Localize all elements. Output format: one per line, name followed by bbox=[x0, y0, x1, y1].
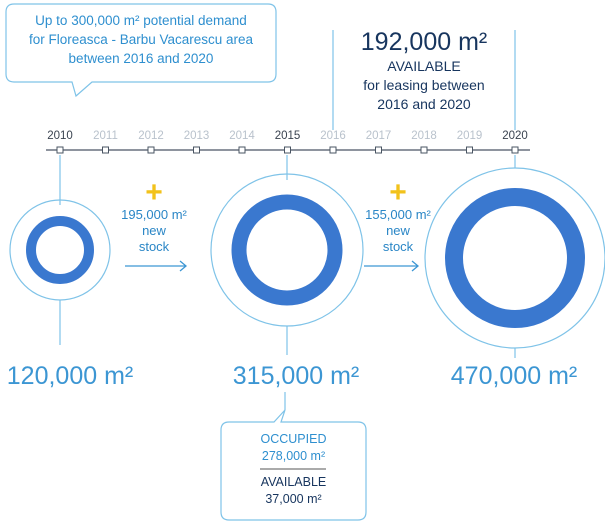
step-2-stock: stock bbox=[382, 239, 414, 254]
occupied-label: OCCUPIED bbox=[260, 432, 327, 446]
timeline-tick-2015 bbox=[284, 146, 291, 154]
year-label-2020: 2020 bbox=[502, 130, 528, 142]
arrow-1 bbox=[125, 260, 188, 272]
year-label-2015: 2015 bbox=[274, 130, 301, 142]
year-label-2014: 2014 bbox=[229, 130, 255, 142]
year-label-2017: 2017 bbox=[365, 130, 392, 142]
available-2020-value: 192,000 m² bbox=[360, 28, 488, 56]
year-label-2018: 2018 bbox=[411, 130, 437, 142]
total-2015: 315,000 m² bbox=[232, 362, 360, 390]
timeline-tick-2018 bbox=[420, 146, 428, 154]
callout-line-1: Up to 300,000 m² potential demand bbox=[35, 13, 247, 28]
step-1-stock: stock bbox=[138, 239, 170, 254]
timeline-tick-2014 bbox=[238, 146, 246, 154]
timeline-tick-2013 bbox=[193, 146, 200, 154]
circle-outline-2010 bbox=[9, 199, 111, 301]
timeline-tick-2011 bbox=[102, 146, 109, 154]
total-2010: 120,000 m² bbox=[6, 362, 134, 390]
step-2-new: new bbox=[386, 223, 410, 238]
callout-line-3: between 2016 and 2020 bbox=[68, 51, 214, 66]
year-label-2013: 2013 bbox=[183, 130, 210, 142]
timeline-tick-2017 bbox=[375, 146, 382, 154]
timeline-tick-2010 bbox=[56, 146, 64, 154]
year-label-2016: 2016 bbox=[320, 130, 346, 142]
step-2-value: 155,000 m² bbox=[365, 207, 431, 222]
timeline-tick-2019 bbox=[466, 146, 473, 154]
callout-box bbox=[5, 3, 277, 98]
occupied-value: 278,000 m² bbox=[261, 449, 326, 463]
available-2020-line2: for leasing between bbox=[363, 77, 485, 93]
arrow-2 bbox=[364, 260, 420, 272]
year-label-2019: 2019 bbox=[456, 130, 483, 142]
year-label-2011: 2011 bbox=[93, 130, 118, 142]
breakdown-2015: OCCUPIED 278,000 m² AVAILABLE 37,000 m² bbox=[222, 431, 365, 508]
year-label-2012: 2012 bbox=[138, 130, 164, 142]
timeline-tick-2012 bbox=[147, 146, 155, 154]
step-1-value: 195,000 m² bbox=[121, 207, 187, 222]
plus-icon: + bbox=[389, 176, 407, 209]
available-label: AVAILABLE bbox=[260, 475, 327, 489]
ring-2015 bbox=[231, 194, 343, 306]
available-2020-line1: AVAILABLE bbox=[387, 58, 461, 74]
breakdown-box bbox=[220, 409, 367, 521]
available-2020-block: 192,000 m² AVAILABLE for leasing between… bbox=[336, 28, 512, 114]
step-2: + 155,000 m² new stock bbox=[352, 178, 444, 255]
ring-2010 bbox=[26, 216, 94, 284]
available-2020-line3: 2016 and 2020 bbox=[377, 96, 471, 112]
total-2020: 470,000 m² bbox=[450, 362, 578, 390]
demand-callout-text: Up to 300,000 m² potential demand for Fl… bbox=[8, 11, 274, 68]
timeline-tick-2020 bbox=[511, 146, 519, 154]
step-1: + 195,000 m² new stock bbox=[108, 178, 200, 255]
year-label-2010: 2010 bbox=[47, 130, 73, 142]
ring-2020 bbox=[445, 188, 585, 328]
step-1-new: new bbox=[142, 223, 166, 238]
callout-line-2: for Floreasca - Barbu Vacarescu area bbox=[28, 32, 254, 47]
plus-icon: + bbox=[145, 176, 163, 209]
timeline-tick-2016 bbox=[329, 146, 337, 154]
available-value: 37,000 m² bbox=[265, 492, 322, 506]
